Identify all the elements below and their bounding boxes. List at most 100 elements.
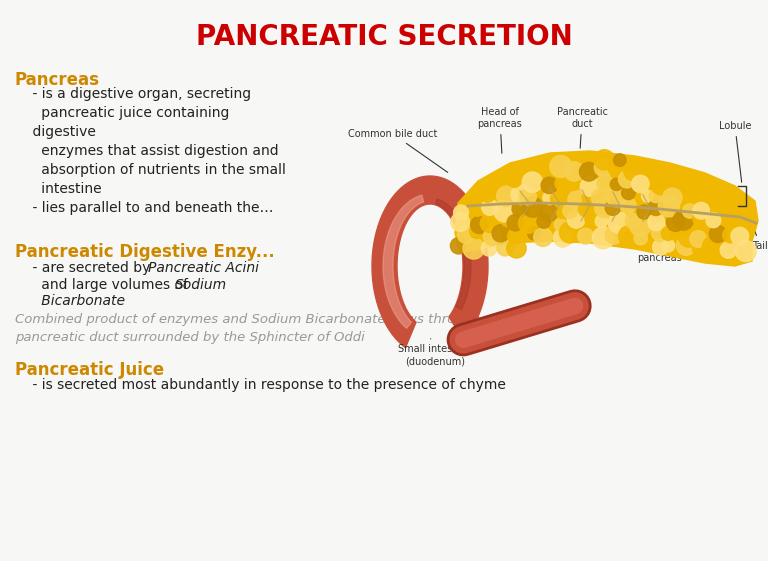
Circle shape — [481, 240, 497, 256]
Circle shape — [482, 199, 498, 215]
Circle shape — [674, 210, 694, 230]
Circle shape — [649, 190, 662, 203]
Circle shape — [568, 190, 587, 209]
Circle shape — [594, 158, 613, 177]
Circle shape — [651, 174, 672, 195]
Text: Bicarbonate: Bicarbonate — [15, 294, 125, 308]
Circle shape — [731, 227, 749, 245]
Text: PANCREATIC SECRETION: PANCREATIC SECRETION — [196, 23, 572, 51]
Circle shape — [563, 204, 578, 218]
Circle shape — [480, 214, 499, 232]
Circle shape — [667, 213, 685, 231]
Circle shape — [520, 188, 536, 205]
Circle shape — [497, 186, 517, 206]
Text: Pancreatic Digestive Enzy...: Pancreatic Digestive Enzy... — [15, 243, 275, 261]
Circle shape — [703, 236, 723, 256]
Circle shape — [653, 239, 669, 255]
Circle shape — [595, 215, 607, 227]
Circle shape — [720, 242, 737, 258]
Circle shape — [591, 189, 610, 207]
Circle shape — [605, 226, 624, 244]
Circle shape — [502, 214, 514, 227]
Circle shape — [651, 223, 670, 242]
Circle shape — [618, 226, 639, 246]
Polygon shape — [436, 199, 471, 310]
Circle shape — [470, 224, 484, 238]
Circle shape — [679, 227, 699, 247]
Circle shape — [559, 222, 581, 243]
Text: Body of
pancreas: Body of pancreas — [637, 226, 683, 263]
Circle shape — [693, 211, 707, 226]
Circle shape — [648, 200, 664, 215]
Text: Pancreas: Pancreas — [15, 71, 100, 89]
Circle shape — [597, 175, 614, 191]
Circle shape — [550, 155, 571, 177]
Text: - are secreted by: - are secreted by — [15, 261, 154, 275]
Text: Head of
pancreas: Head of pancreas — [478, 107, 522, 153]
Circle shape — [632, 175, 649, 192]
Circle shape — [693, 241, 708, 256]
Circle shape — [451, 213, 469, 231]
Circle shape — [624, 162, 643, 181]
Circle shape — [618, 171, 636, 188]
Circle shape — [543, 191, 557, 205]
Circle shape — [614, 154, 626, 167]
Circle shape — [512, 200, 528, 217]
Circle shape — [457, 226, 475, 243]
Polygon shape — [383, 195, 424, 328]
Circle shape — [620, 197, 636, 213]
Circle shape — [551, 192, 563, 205]
Text: Common bile duct: Common bile duct — [349, 129, 448, 172]
Circle shape — [606, 186, 627, 207]
Circle shape — [537, 214, 551, 228]
Circle shape — [581, 177, 600, 196]
Circle shape — [541, 177, 558, 194]
Circle shape — [677, 236, 696, 255]
Circle shape — [693, 203, 710, 219]
Circle shape — [648, 214, 665, 231]
Circle shape — [557, 206, 568, 219]
Circle shape — [497, 240, 513, 256]
Circle shape — [554, 228, 572, 247]
Circle shape — [534, 228, 552, 246]
Text: - is a digestive organ, secreting
      pancreatic juice containing
    digestiv: - is a digestive organ, secreting pancre… — [15, 87, 286, 215]
Circle shape — [564, 162, 584, 181]
Polygon shape — [455, 151, 758, 266]
Circle shape — [663, 188, 682, 208]
Circle shape — [511, 185, 531, 205]
Text: Tail: Tail — [751, 219, 768, 251]
Circle shape — [607, 158, 625, 176]
Text: Combined product of enzymes and Sodium Bicarbonate flows through a long
pancreat: Combined product of enzymes and Sodium B… — [15, 313, 525, 344]
Circle shape — [483, 228, 501, 245]
Circle shape — [637, 205, 651, 219]
Circle shape — [470, 202, 485, 217]
Circle shape — [662, 240, 674, 252]
Circle shape — [567, 210, 585, 228]
Circle shape — [592, 227, 614, 249]
Circle shape — [492, 225, 509, 242]
Circle shape — [528, 227, 541, 240]
Circle shape — [594, 150, 614, 170]
Circle shape — [471, 217, 488, 233]
Circle shape — [523, 197, 543, 217]
Circle shape — [554, 218, 567, 231]
Circle shape — [661, 227, 675, 241]
Text: Lobule: Lobule — [719, 121, 751, 182]
Text: Pancreatic Juice: Pancreatic Juice — [15, 361, 164, 379]
Circle shape — [736, 241, 756, 261]
Circle shape — [508, 229, 523, 244]
Circle shape — [584, 213, 598, 226]
Text: Pancreatic Acini: Pancreatic Acini — [148, 261, 259, 275]
Circle shape — [578, 228, 594, 244]
Circle shape — [507, 214, 524, 231]
Circle shape — [507, 173, 521, 187]
Circle shape — [594, 198, 614, 218]
Circle shape — [578, 202, 593, 217]
Circle shape — [479, 186, 495, 202]
Text: - is secreted most abundantly in response to the presence of chyme: - is secreted most abundantly in respons… — [15, 378, 506, 392]
Circle shape — [611, 178, 623, 191]
Circle shape — [450, 237, 467, 254]
Text: Pancreatic
duct: Pancreatic duct — [557, 107, 607, 148]
Circle shape — [463, 238, 485, 259]
Circle shape — [555, 177, 568, 190]
